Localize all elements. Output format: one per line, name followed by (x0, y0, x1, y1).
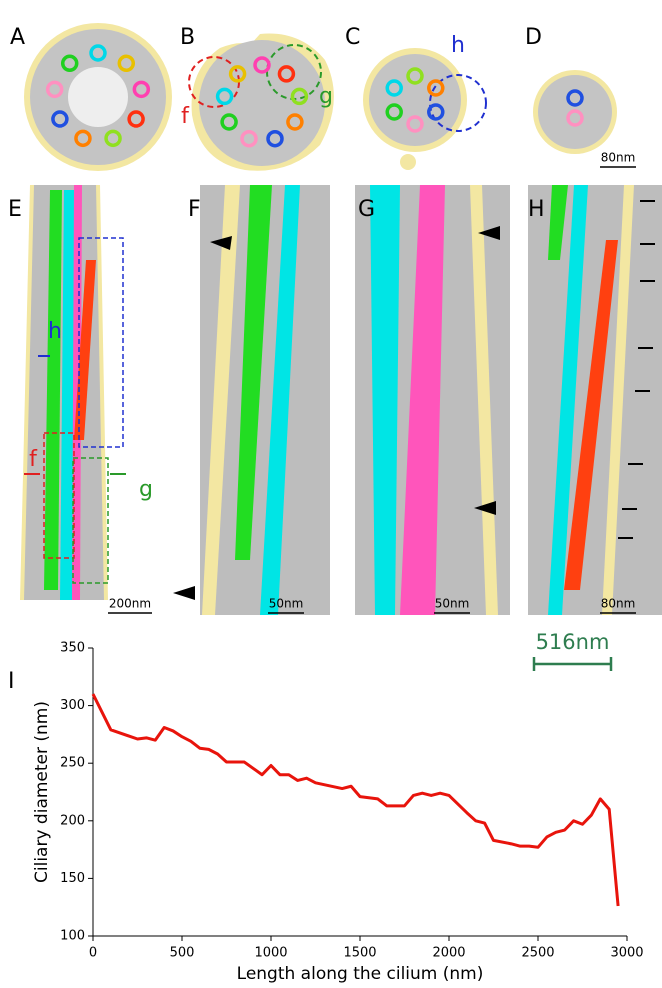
panel-label: F (188, 197, 201, 222)
x-tick-label: 3000 (610, 946, 643, 961)
lumen (68, 67, 128, 127)
doublet (370, 185, 400, 615)
x-tick-label: 2000 (432, 946, 465, 961)
panel-label: B (180, 25, 195, 50)
panel-label: E (8, 197, 22, 222)
panel-label: A (10, 25, 25, 50)
doublet-ring (104, 129, 122, 148)
y-tick-label: 350 (60, 641, 85, 656)
annotation: h (48, 319, 62, 344)
panel-label: I (8, 669, 15, 694)
membrane (202, 185, 240, 615)
selection-circle (429, 74, 487, 132)
doublet (235, 185, 272, 560)
selection-box (72, 457, 109, 584)
panel-label: C (345, 25, 360, 50)
panel-label: D (525, 25, 542, 50)
arrowhead (474, 501, 496, 515)
x-tick-label: 1500 (343, 946, 376, 961)
selection-box (43, 432, 75, 559)
doublet-ring (406, 115, 424, 133)
panel-label: H (528, 197, 545, 222)
doublet-ring (427, 79, 445, 97)
doublet-ring (385, 79, 403, 97)
doublet-ring (45, 80, 64, 99)
y-tick-label: 150 (60, 871, 85, 886)
annotation: f (29, 447, 38, 472)
doublet-ring (240, 129, 258, 148)
data-line (91, 693, 620, 907)
annotation: f (181, 104, 190, 129)
doublet-ring (215, 87, 234, 106)
doublet-ring (74, 129, 92, 148)
x-tick-label: 500 (170, 946, 195, 961)
micrographs (20, 23, 662, 615)
arrowhead (478, 226, 500, 240)
y-tick-label: 100 (60, 929, 85, 944)
membrane-bleb (400, 154, 416, 170)
y-tick-label: 300 (60, 698, 85, 713)
doublet-ring (127, 110, 145, 128)
y-tick-label: 200 (60, 813, 85, 828)
doublet-ring (277, 65, 296, 83)
doublet-ring (220, 113, 238, 131)
annotation: g (319, 84, 333, 109)
arrowhead (173, 586, 195, 600)
arrows (24, 200, 655, 539)
scale-bar-label: 80nm (601, 597, 636, 611)
doublet (44, 190, 62, 590)
x-tick-label: 0 (89, 946, 97, 961)
membrane (602, 185, 634, 615)
doublet-ring (406, 67, 424, 85)
doublet (548, 185, 568, 260)
arrowhead (210, 236, 232, 250)
doublet-ring (228, 65, 247, 83)
doublet-ring (89, 44, 107, 62)
y-axis-title: Ciliary diameter (nm) (32, 701, 52, 883)
x-axis-title: Length along the cilium (nm) (237, 964, 484, 984)
doublet-ring (60, 54, 79, 73)
doublet (260, 185, 300, 615)
annotation: g (139, 477, 153, 502)
doublet (564, 240, 618, 590)
doublet-ring (253, 56, 271, 74)
doublet (72, 185, 82, 600)
doublet-ring (385, 103, 403, 121)
x-tick-label: 1000 (254, 946, 287, 961)
annotation: 516nm (536, 630, 610, 654)
scale-bar-label: 50nm (435, 597, 470, 611)
scale-bar-label: 50nm (269, 597, 304, 611)
doublet (400, 185, 445, 615)
doublet (60, 190, 76, 600)
doublet-ring (566, 89, 584, 107)
doublet (548, 185, 588, 615)
doublet-ring (286, 113, 304, 131)
doublet-ring (51, 110, 69, 128)
doublet-ring (427, 103, 445, 121)
doublet-ring (266, 129, 284, 148)
annotation: h (451, 33, 465, 58)
scale-bar-label: 80nm (601, 151, 636, 165)
doublet-ring (566, 109, 584, 127)
y-tick-label: 250 (60, 756, 85, 771)
doublet-ring (117, 54, 136, 73)
panel-label: G (358, 197, 375, 222)
scale-bar-label: 200nm (109, 597, 151, 611)
doublet-ring (132, 80, 151, 99)
x-tick-label: 2500 (521, 946, 554, 961)
doublet-ring (290, 87, 309, 106)
selection-box (78, 237, 124, 448)
